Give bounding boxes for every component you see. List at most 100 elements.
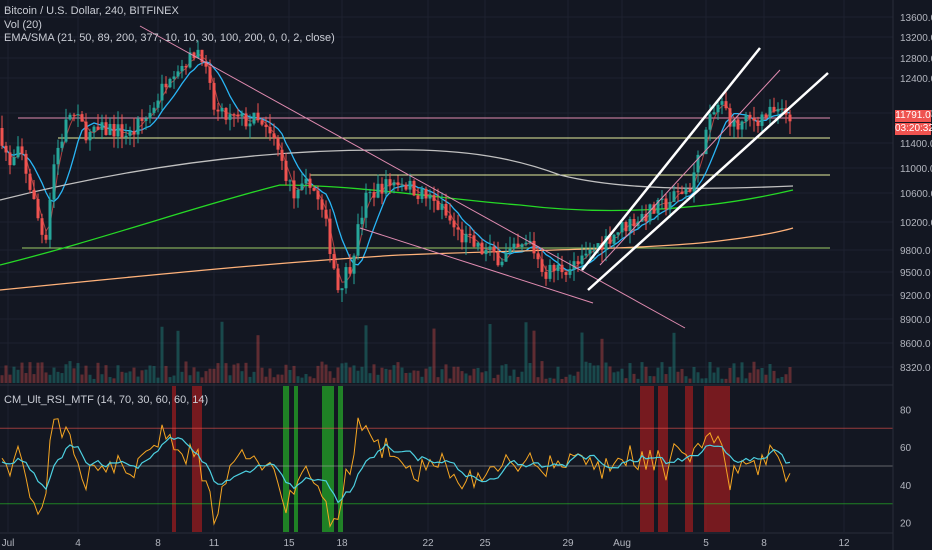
candle-body <box>720 101 724 105</box>
candle-body <box>592 249 596 251</box>
candle-body <box>748 114 752 119</box>
volume-bar <box>364 325 368 383</box>
volume-bar <box>700 378 704 383</box>
candle-body <box>312 187 316 191</box>
current-price-tag: 11791.0 <box>895 110 931 122</box>
ma-legend[interactable]: EMA/SMA (21, 50, 89, 200, 377, 10, 10, 3… <box>4 32 335 44</box>
volume-bar <box>640 362 644 383</box>
candle-body <box>248 123 252 127</box>
candle-body <box>216 109 220 112</box>
candle-body <box>488 246 492 250</box>
volume-bar <box>196 371 200 383</box>
volume-bar <box>136 376 140 383</box>
volume-bar <box>8 374 12 383</box>
candle-body <box>292 180 296 199</box>
volume-bar <box>544 378 548 383</box>
candle-body <box>208 66 212 83</box>
time-tick-label: 22 <box>422 538 434 549</box>
price-tick-label: 13600.0 <box>900 13 932 24</box>
volume-bar <box>164 365 168 383</box>
volume-bar <box>404 372 408 383</box>
candle-body <box>476 242 480 247</box>
candle-body <box>156 100 160 108</box>
candle-body <box>264 124 268 128</box>
volume-bar <box>220 321 224 383</box>
volume-bar <box>268 368 272 383</box>
volume-bar <box>352 365 356 383</box>
rsi-tick-label: 20 <box>900 519 912 530</box>
candle-body <box>192 52 196 59</box>
rsi-highlight <box>322 386 334 532</box>
candle-body <box>724 101 728 109</box>
candle-body <box>392 182 396 186</box>
volume-bar <box>696 372 700 383</box>
symbol-legend[interactable]: Bitcoin / U.S. Dollar, 240, BITFINEX <box>4 5 179 17</box>
volume-bar <box>616 371 620 383</box>
candle-body <box>324 209 328 219</box>
volume-bar <box>204 371 208 383</box>
drawn-trendlines[interactable] <box>139 25 829 329</box>
price-tick-label: 8600.0 <box>900 339 931 350</box>
candle-body <box>628 219 632 232</box>
volume-bar <box>80 374 84 383</box>
volume-bar <box>536 377 540 383</box>
volume-bar <box>584 361 588 383</box>
volume-bar <box>440 369 444 383</box>
candle-body <box>304 178 308 184</box>
candle-body <box>276 138 280 150</box>
volume-bar <box>140 370 144 383</box>
time-tick-label: 4 <box>75 538 81 549</box>
candle-body <box>556 264 560 271</box>
volume-bar <box>68 361 72 383</box>
rsi-fast-line <box>1 417 791 528</box>
candle-body <box>308 178 312 188</box>
volume-bar <box>600 338 604 383</box>
price-tick-label: 11000.0 <box>900 164 932 175</box>
volume-bar <box>764 374 768 383</box>
volume-bar <box>548 377 552 383</box>
candle-body <box>516 243 520 248</box>
rsi-legend[interactable]: CM_Ult_RSI_MTF (14, 70, 30, 60, 60, 14) <box>4 394 209 406</box>
volume-bar <box>736 377 740 383</box>
candle-body <box>360 217 364 225</box>
volume-bar <box>572 375 576 383</box>
candle-body <box>108 123 112 135</box>
candle-body <box>168 78 172 88</box>
candle-body <box>632 219 636 227</box>
candle-body <box>132 131 136 135</box>
volume-bar <box>276 374 280 383</box>
volume-bar <box>160 326 164 383</box>
volume-bar <box>84 365 88 383</box>
candle-body <box>56 147 60 165</box>
volume-bar <box>772 370 776 383</box>
volume-bar <box>88 374 92 383</box>
candle-body <box>300 183 304 190</box>
candle-body <box>60 141 64 148</box>
volume-bar <box>260 367 264 383</box>
rsi-highlight <box>294 386 298 532</box>
volume-legend[interactable]: Vol (20) <box>4 19 42 31</box>
horizontal-levels <box>18 117 830 249</box>
candle-body <box>352 255 356 274</box>
candle-body <box>728 108 732 127</box>
volume-bar <box>624 378 628 383</box>
candle-body <box>356 224 360 256</box>
candle-body <box>188 52 192 68</box>
candle-body <box>256 112 260 121</box>
volume-bar <box>528 362 532 383</box>
candle-body <box>212 82 216 110</box>
candle-body <box>340 288 344 291</box>
volume-bar <box>760 367 764 383</box>
rsi-highlight <box>338 386 343 532</box>
volume-bar <box>264 376 268 383</box>
volume-bar <box>12 366 16 383</box>
volume-bar <box>16 369 20 383</box>
candle-body <box>520 244 524 248</box>
volume-bar <box>612 372 616 383</box>
candle-body <box>428 195 432 199</box>
candle-body <box>332 254 336 269</box>
volume-bar <box>212 368 216 383</box>
candle-body <box>284 160 288 181</box>
down-trendline-lower <box>359 227 594 304</box>
